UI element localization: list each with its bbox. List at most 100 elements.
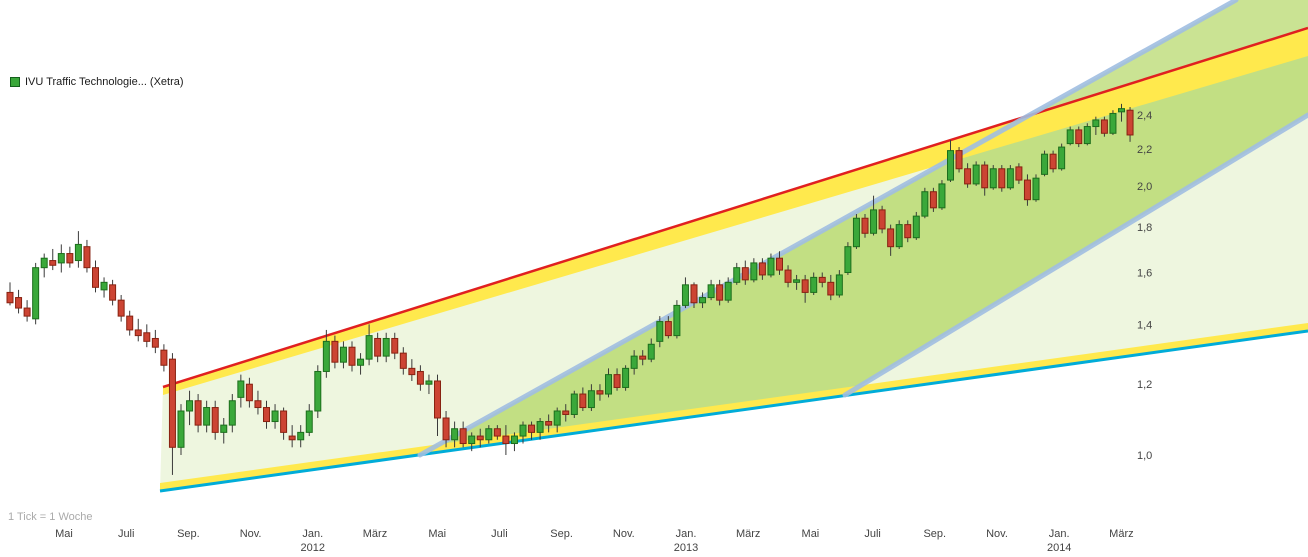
x-axis-label: Nov. [240, 528, 262, 540]
candle [750, 262, 758, 281]
candle [510, 435, 518, 445]
x-axis-label: Mai [428, 528, 446, 540]
y-axis-label: 1,2 [1137, 379, 1152, 391]
candle [151, 337, 159, 348]
candle [220, 424, 228, 433]
candle [895, 224, 903, 248]
candle [297, 431, 305, 441]
candle [23, 307, 31, 317]
candle [1109, 112, 1117, 134]
candle [416, 370, 424, 385]
candle [536, 421, 544, 433]
x-axis-label: Juli [864, 528, 881, 540]
candle [100, 281, 108, 291]
candle [194, 400, 202, 426]
candle [1126, 109, 1134, 136]
candle [1023, 179, 1031, 201]
candle [904, 224, 912, 239]
legend-marker-icon [10, 77, 20, 87]
candle [425, 380, 433, 385]
candle [442, 417, 450, 441]
candle [716, 284, 724, 301]
candle [605, 374, 612, 395]
candle [758, 262, 766, 276]
legend: IVU Traffic Technologie... (Xetra) [10, 76, 184, 88]
y-axis-label: 1,4 [1137, 319, 1152, 331]
y-axis-label: 2,2 [1137, 144, 1152, 156]
candle [622, 367, 630, 388]
candle [699, 297, 707, 304]
candle [878, 209, 886, 230]
candle [630, 355, 638, 369]
x-axis-year-label: 2014 [1047, 542, 1071, 554]
candle [844, 246, 852, 273]
x-axis-label: Mai [802, 528, 820, 540]
y-axis-label: 1,0 [1137, 450, 1152, 462]
candle [74, 243, 82, 262]
candle [938, 183, 946, 209]
candle [827, 281, 835, 296]
candle [314, 370, 322, 412]
candle [519, 424, 527, 437]
candle [852, 217, 860, 248]
candle [810, 276, 818, 293]
candle [664, 321, 672, 337]
candle [1083, 126, 1091, 145]
candle [1075, 129, 1083, 145]
candle [109, 284, 117, 301]
x-axis-label: Jan. [676, 528, 697, 540]
y-axis-label: 1,6 [1137, 267, 1152, 279]
candle [459, 428, 467, 445]
candle [707, 284, 715, 299]
x-axis-label: Juli [491, 528, 508, 540]
candle [66, 253, 74, 264]
candle [972, 164, 980, 185]
candle [485, 428, 493, 441]
candle [228, 400, 236, 426]
candle [929, 191, 937, 209]
candle [322, 340, 330, 372]
candle [1118, 108, 1125, 113]
candle [160, 349, 168, 366]
candle [741, 267, 749, 281]
candle [639, 355, 647, 360]
candle [613, 374, 621, 388]
candle [579, 393, 587, 409]
candle [288, 435, 296, 441]
candle [793, 279, 801, 283]
candle [49, 260, 57, 266]
candle [391, 337, 399, 354]
trend-line-secondary [842, 112, 1308, 398]
candle [117, 299, 125, 317]
y-axis-label: 2,4 [1137, 110, 1152, 122]
candle [767, 257, 775, 276]
candle [399, 352, 407, 369]
candle [981, 164, 989, 189]
candle [305, 410, 313, 433]
x-axis-label: Juli [118, 528, 135, 540]
candle [1092, 119, 1100, 128]
candle [57, 253, 65, 264]
candle [374, 337, 382, 357]
candle [528, 424, 536, 433]
candle [596, 390, 604, 395]
candle [339, 346, 347, 363]
x-axis-label: Sep. [177, 528, 200, 540]
candle [562, 410, 570, 415]
candle [818, 276, 826, 283]
candle [263, 407, 270, 423]
x-axis-label: Mai [55, 528, 73, 540]
candle [1006, 168, 1014, 189]
candle [784, 269, 792, 283]
x-axis-label: Nov. [613, 528, 635, 540]
candle [6, 291, 14, 304]
candle [134, 329, 142, 337]
candle [1066, 129, 1074, 145]
candle [989, 168, 997, 189]
candle [570, 393, 578, 415]
y-axis-label: 1,8 [1137, 222, 1152, 234]
candle [126, 315, 134, 331]
candle [211, 407, 219, 433]
